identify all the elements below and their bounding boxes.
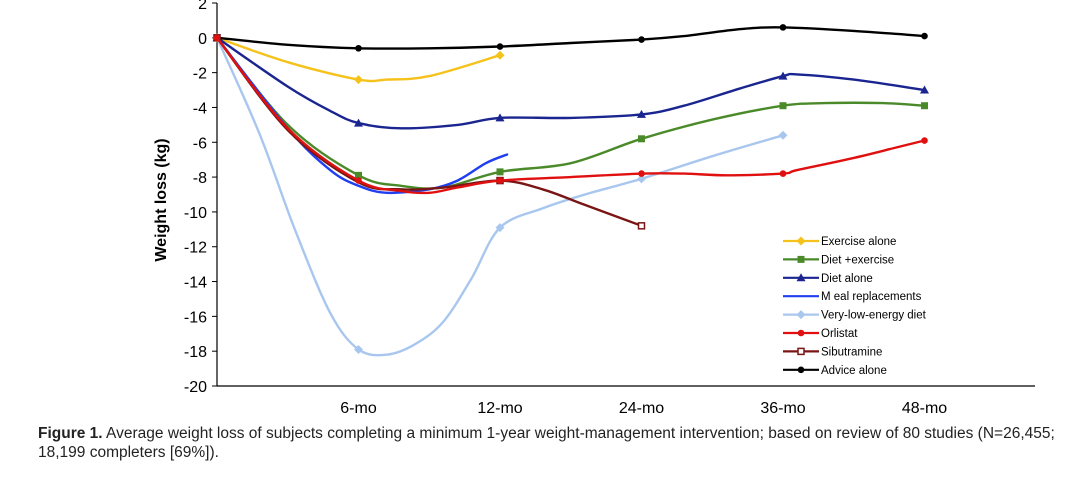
data-point-orlistat [496, 177, 504, 184]
x-tick-label: 6-mo [340, 400, 377, 417]
data-point-orlistat [921, 137, 928, 144]
y-tick-label: -6 [193, 135, 207, 152]
legend-marker [796, 273, 806, 282]
x-tick-label: 12-mo [477, 400, 522, 417]
data-point-diet-exercise [779, 102, 787, 110]
x-tick-label: 24-mo [619, 400, 664, 417]
legend-label: Very-low-energy diet [821, 310, 927, 322]
legend-item-advice-alone: Advice alone [783, 365, 887, 377]
series-line-advice-alone [215, 26, 926, 50]
legend-marker [797, 329, 805, 337]
legend-label: M eal replacements [821, 291, 922, 303]
data-point-diet-alone [920, 85, 929, 94]
legend-label: Exercise alone [821, 236, 896, 248]
series-layer [212, 24, 929, 357]
legend-label: Advice alone [821, 365, 887, 377]
legend-marker [796, 310, 806, 320]
legend-label: Orlistat [821, 328, 858, 340]
series-very-low-energy-diet [212, 33, 788, 357]
series-advice-alone [213, 24, 928, 52]
series-line-sibutramine [215, 36, 643, 227]
data-point-diet-alone [495, 113, 505, 122]
y-tick-label: -14 [184, 275, 207, 292]
y-tick-label: -16 [184, 309, 207, 326]
series-orlistat [213, 34, 928, 195]
y-axis: 2 0 -2 -4 -6 -8 -10 -12 -14 -16 -18 -20 [184, 0, 218, 396]
legend-label: Diet alone [821, 273, 873, 285]
legend-label: Sibutramine [821, 346, 882, 358]
data-point-diet-exercise [921, 102, 928, 110]
data-point-diet-exercise [496, 168, 504, 176]
y-tick-label: -4 [193, 100, 207, 117]
data-point-very-low-energy-diet [354, 344, 363, 354]
y-tick-label: -12 [184, 240, 207, 257]
figure-caption-text: Average weight loss of subjects completi… [38, 425, 1055, 461]
x-tick-label: 48-mo [902, 400, 947, 417]
x-tick-label: 36-mo [760, 400, 805, 417]
data-point-very-low-energy-diet [637, 174, 646, 184]
y-tick-label: -10 [184, 205, 207, 222]
legend-item-orlistat: Orlistat [783, 328, 858, 340]
data-point-diet-exercise [355, 171, 362, 179]
series-line-orlistat [215, 36, 926, 195]
legend-label: Diet +exercise [821, 254, 894, 266]
figure-label: Figure 1. [38, 425, 103, 442]
legend-marker [797, 347, 805, 356]
data-point-diet-exercise [638, 135, 645, 143]
series-line-diet-exercise [215, 36, 926, 190]
legend-item-sibutramine: Sibutramine [783, 346, 882, 358]
y-tick-label: -20 [184, 379, 207, 396]
data-point-sibutramine [637, 222, 646, 230]
series-sibutramine [213, 34, 646, 230]
data-point-advice-alone [355, 44, 362, 52]
y-tick-label: -18 [184, 344, 207, 361]
y-tick-label: 2 [198, 0, 207, 13]
data-point-advice-alone [496, 43, 504, 50]
data-point-advice-alone [638, 36, 645, 43]
data-point-advice-alone [779, 24, 787, 31]
data-point-very-low-energy-diet [778, 130, 788, 140]
figure-caption: Figure 1. Average weight loss of subject… [38, 424, 1058, 462]
series-line-exercise-alone [215, 36, 502, 83]
series-line-diet-alone [215, 36, 926, 130]
data-point-exercise-alone [495, 50, 505, 60]
data-point-advice-alone [921, 32, 928, 40]
series-line-very-low-energy-diet [215, 36, 785, 357]
legend: Exercise alone Diet +exercise Diet alone M … [783, 236, 927, 377]
y-tick-label: -8 [193, 170, 207, 187]
data-point-orlistat [779, 170, 787, 177]
y-tick-label: -2 [193, 66, 207, 83]
y-axis-label: Weight loss (kg) [153, 138, 170, 261]
legend-marker [796, 236, 806, 246]
x-axis: 6-mo 12-mo 24-mo 36-mo 48-mo [217, 385, 1035, 417]
data-point-diet-alone [354, 118, 363, 127]
legend-item-m-eal-replacements: M eal replacements [783, 291, 922, 303]
legend-marker [797, 366, 805, 374]
series-m-eal-replacements [215, 36, 509, 195]
data-point-diet-alone [637, 109, 646, 118]
weight-loss-line-chart: 2 0 -2 -4 -6 -8 -10 -12 -14 -16 -18 -20 6-mo 12-mo 24… [153, 0, 1035, 417]
data-point-diet-alone [778, 71, 788, 80]
legend-item-diet-alone: Diet alone [783, 273, 873, 285]
y-tick-label: 0 [198, 31, 207, 48]
legend-item-very-low-energy-diet: Very-low-energy diet [783, 310, 927, 322]
data-point-orlistat [213, 34, 221, 42]
series-line-m-eal-replacements [215, 36, 509, 195]
legend-item-exercise-alone: Exercise alone [783, 236, 896, 248]
data-point-very-low-energy-diet [495, 223, 505, 233]
data-point-orlistat [355, 177, 362, 184]
data-point-exercise-alone [354, 75, 363, 85]
data-point-orlistat [638, 170, 645, 177]
legend-marker [797, 255, 805, 263]
legend-item-diet-exercise: Diet +exercise [783, 254, 894, 266]
